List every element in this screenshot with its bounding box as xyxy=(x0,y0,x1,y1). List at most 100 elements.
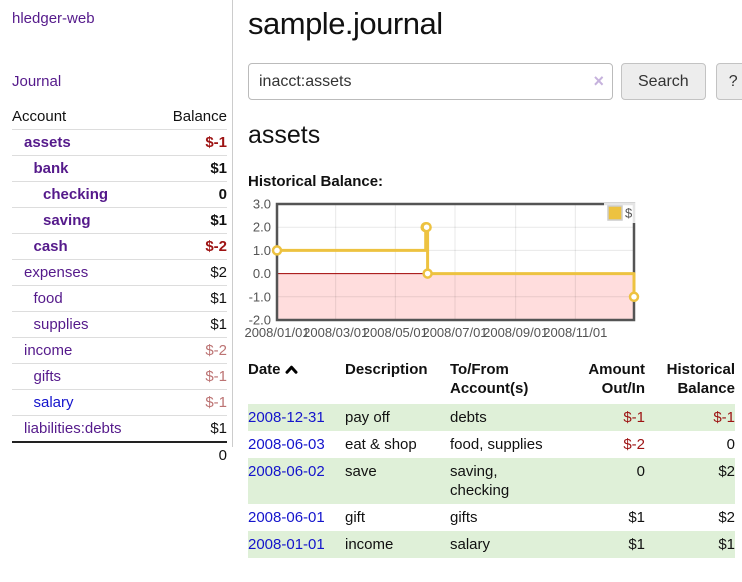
account-balance: $-1 xyxy=(205,394,227,411)
transaction-accounts: food, supplies xyxy=(450,436,543,453)
account-row: cash $-2 xyxy=(12,233,227,260)
accounts-total-row: 0 xyxy=(12,441,227,468)
app-brand-link[interactable]: hledger-web xyxy=(12,10,95,27)
legend-swatch xyxy=(607,205,623,221)
y-axis-tick-label: -2.0 xyxy=(249,313,271,328)
account-row: gifts $-1 xyxy=(12,363,227,390)
chart-data-point xyxy=(271,245,283,256)
main-content: sample.journal × Search ? assets Histori… xyxy=(233,0,742,558)
transaction-date-link[interactable]: 2008-06-01 xyxy=(248,509,325,526)
account-balance: $1 xyxy=(210,212,227,229)
transaction-amount: $1 xyxy=(628,509,645,526)
search-box: × xyxy=(248,63,613,100)
account-row: bank $1 xyxy=(12,155,227,182)
negative-region xyxy=(277,273,634,320)
transaction-date-link[interactable]: 2008-12-31 xyxy=(248,409,325,426)
transaction-accounts: debts xyxy=(450,409,487,426)
transaction-amount: $-1 xyxy=(623,409,645,426)
transaction-balance: 0 xyxy=(726,436,735,453)
transaction-description: gift xyxy=(345,509,366,526)
account-link[interactable]: bank xyxy=(33,160,69,177)
account-row: income $-2 xyxy=(12,337,227,364)
account-row: saving $1 xyxy=(12,207,227,234)
amount-column-header: Amount Out/In xyxy=(588,361,645,397)
account-link[interactable]: income xyxy=(24,342,73,359)
y-axis-tick-label: 2.0 xyxy=(253,220,271,235)
sidebar-item-journal[interactable]: Journal xyxy=(12,73,62,90)
legend-label: $ xyxy=(625,206,633,221)
clear-search-icon[interactable]: × xyxy=(593,71,604,91)
account-link[interactable]: food xyxy=(33,290,63,307)
account-link[interactable]: gifts xyxy=(33,368,62,385)
account-balance: 0 xyxy=(218,186,227,203)
account-balance: $1 xyxy=(210,290,227,307)
transaction-amount: 0 xyxy=(636,463,645,480)
transaction-balance: $2 xyxy=(718,463,735,480)
register-row: 2008-06-01 gift gifts $1 $2 xyxy=(248,504,735,531)
x-axis-tick-label: 2008/03/01 xyxy=(303,325,368,340)
accounts-balance-table: Account Balance assets $-1 bank $1 checking 0… xyxy=(12,104,227,468)
y-axis-tick-label: 1.0 xyxy=(253,243,271,258)
transaction-balance: $2 xyxy=(718,509,735,526)
account-link[interactable]: saving xyxy=(43,212,91,229)
transaction-balance: $1 xyxy=(718,536,735,553)
transaction-date-link[interactable]: 2008-01-01 xyxy=(248,536,325,553)
x-axis-tick-label: 2008/07/01 xyxy=(422,325,487,340)
transaction-date-link[interactable]: 2008-06-02 xyxy=(248,463,325,480)
account-row: assets $-1 xyxy=(12,129,227,156)
account-balance: $-2 xyxy=(205,342,227,359)
account-row: food $1 xyxy=(12,285,227,312)
description-column-header: Description xyxy=(345,361,428,378)
account-balance: $-2 xyxy=(205,238,227,255)
y-axis-tick-label: -1.0 xyxy=(249,289,271,304)
x-axis-tick-label: 2008/01/01 xyxy=(244,325,309,340)
account-link[interactable]: salary xyxy=(33,394,74,411)
account-link[interactable]: expenses xyxy=(24,264,89,281)
register-row: 2008-06-03 eat & shop food, supplies $-2 0 xyxy=(248,431,735,458)
transaction-description: save xyxy=(345,463,377,480)
chart-data-point xyxy=(421,221,432,233)
transaction-accounts: saving, checking xyxy=(450,463,510,499)
x-axis-tick-label: 2008/11/01 xyxy=(543,325,607,340)
account-row: liabilities:debts $1 xyxy=(12,415,227,443)
register-table-header: Date Description To/From Account(s) Amou… xyxy=(248,358,735,404)
account-row: checking 0 xyxy=(12,181,227,208)
account-balance: $-1 xyxy=(205,134,227,151)
register-row: 2008-01-01 income salary $1 $1 xyxy=(248,531,735,558)
y-axis-tick-label: 0.0 xyxy=(253,266,271,281)
search-input[interactable] xyxy=(248,63,613,100)
account-link[interactable]: cash xyxy=(33,238,68,255)
transaction-date-link[interactable]: 2008-06-03 xyxy=(248,436,325,453)
x-axis-tick-label: 2008/05/01 xyxy=(363,325,428,340)
account-balance: $2 xyxy=(210,264,227,281)
plot-border xyxy=(275,202,636,322)
date-column-header[interactable]: Date xyxy=(248,358,345,404)
account-row: supplies $1 xyxy=(12,311,227,338)
help-button[interactable]: ? xyxy=(715,63,742,100)
sidebar: hledger-web Journal Account Balance asse… xyxy=(0,0,233,468)
search-button[interactable]: Search xyxy=(621,63,706,100)
search-form: × Search ? xyxy=(248,63,742,100)
accounts-table-header: Account Balance xyxy=(12,104,227,130)
balance-column-header: Balance xyxy=(172,108,227,125)
page-title: sample.journal xyxy=(248,6,443,41)
register-row: 2008-12-31 pay off debts $-1 $-1 xyxy=(248,404,735,431)
historical-balance-chart: $3.0 2.0 1.0 0.0 -1.0 -2.0 2008/01/01 2008/03/0… xyxy=(244,196,742,348)
x-axis-tick-label: 2008/09/01 xyxy=(483,325,548,340)
register-row: 2008-06-02 save saving, checking 0 $2 xyxy=(248,458,735,504)
transaction-amount: $-2 xyxy=(623,436,645,453)
account-link[interactable]: supplies xyxy=(33,316,89,333)
transaction-description: income xyxy=(345,536,394,553)
account-column-header: Account xyxy=(12,108,67,125)
account-row: expenses $2 xyxy=(12,259,227,286)
account-row: salary $-1 xyxy=(12,389,227,416)
chart-data-point xyxy=(628,291,640,303)
transaction-accounts: salary xyxy=(450,536,491,553)
sort-ascending-icon xyxy=(285,361,298,380)
balance-column-header-main: Historical Balance xyxy=(666,361,735,397)
account-link[interactable]: checking xyxy=(43,186,109,203)
account-balance: $1 xyxy=(210,316,227,333)
transaction-amount: $1 xyxy=(628,536,645,553)
account-link[interactable]: liabilities:debts xyxy=(24,420,122,437)
account-link[interactable]: assets xyxy=(24,134,71,151)
